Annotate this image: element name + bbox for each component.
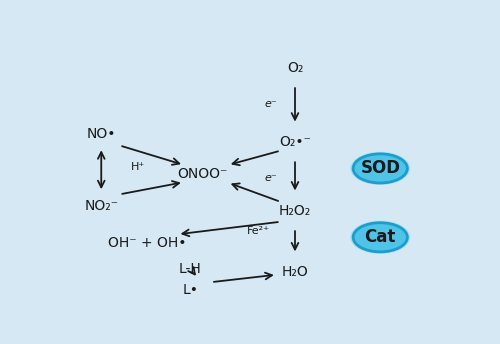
- Ellipse shape: [353, 154, 408, 183]
- Text: NO•: NO•: [86, 127, 116, 141]
- Ellipse shape: [350, 221, 410, 254]
- Text: H₂O₂: H₂O₂: [279, 204, 311, 218]
- Text: O₂•⁻: O₂•⁻: [279, 135, 311, 149]
- Text: e⁻: e⁻: [265, 173, 278, 183]
- Ellipse shape: [350, 152, 410, 185]
- Text: H⁺: H⁺: [131, 162, 145, 172]
- Ellipse shape: [353, 223, 408, 252]
- Text: ONOO⁻: ONOO⁻: [177, 167, 227, 181]
- Text: L-H: L-H: [179, 262, 202, 276]
- Text: Fe²⁺: Fe²⁺: [246, 226, 270, 236]
- Text: H₂O: H₂O: [282, 265, 308, 279]
- Text: L•: L•: [182, 283, 198, 297]
- Text: OH⁻ + OH•: OH⁻ + OH•: [108, 236, 187, 250]
- Text: O₂: O₂: [287, 61, 303, 75]
- Text: SOD: SOD: [360, 159, 400, 178]
- Text: e⁻: e⁻: [265, 98, 278, 108]
- Text: NO₂⁻: NO₂⁻: [84, 198, 118, 213]
- Text: Cat: Cat: [364, 228, 396, 246]
